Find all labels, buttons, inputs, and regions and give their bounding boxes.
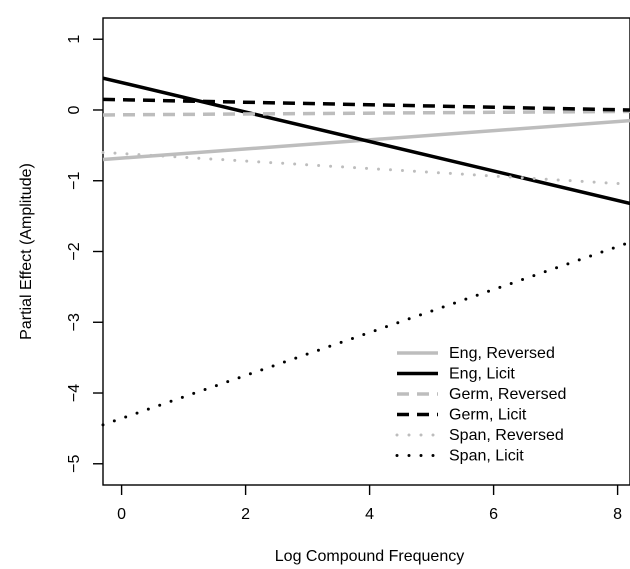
legend-label-3: Germ, Licit: [449, 407, 527, 424]
x-tick-label-0: 0: [117, 506, 126, 523]
x-tick-label-2: 4: [365, 506, 374, 523]
series-line-3: [102, 97, 630, 112]
legend: Eng, Reversed Eng, Licit Germ, Reversed Ger…: [395, 345, 566, 465]
y-tick-label-2: −1: [66, 172, 83, 190]
legend-label-1: Eng, Licit: [449, 366, 515, 383]
series-line-1: [102, 76, 630, 206]
series-line-4: [101, 150, 630, 186]
x-tick-label-3: 6: [489, 506, 498, 523]
x-axis-label: Log Compound Frequency: [275, 548, 464, 565]
plot-frame: [102, 17, 630, 486]
series-line-2: [102, 109, 630, 117]
x-tick-label-1: 2: [241, 506, 250, 523]
plot-area: [102, 17, 630, 486]
legend-label-0: Eng, Reversed: [449, 345, 555, 362]
y-axis-label: Partial Effect (Amplitude): [18, 163, 35, 340]
series-layer: [101, 76, 630, 427]
y-tick-label-0: 1: [66, 35, 83, 44]
legend-label-4: Span, Reversed: [449, 427, 564, 444]
y-tick-label-4: −3: [66, 313, 83, 331]
legend-label-5: Span, Licit: [449, 448, 524, 465]
y-tick-label-6: −5: [66, 455, 83, 473]
legend-label-2: Germ, Reversed: [449, 386, 566, 403]
y-tick-label-1: 0: [66, 105, 83, 114]
y-tick-label-5: −4: [66, 384, 83, 402]
y-tick-label-3: −2: [66, 242, 83, 260]
x-tick-label-4: 8: [613, 506, 622, 523]
